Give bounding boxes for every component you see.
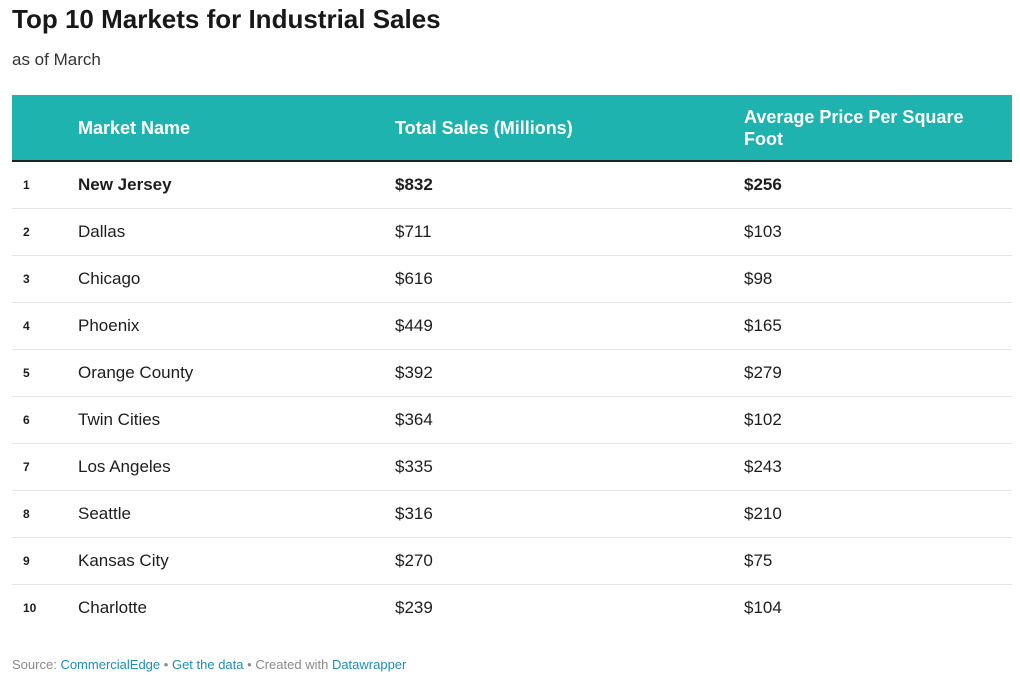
table-row: 4 Phoenix $449 $165 [12,302,1012,350]
market-name-cell: Twin Cities [78,396,395,444]
price-per-sqft-cell: $98 [744,255,1012,303]
table-header-row: Market Name Total Sales (Millions) Avera… [12,95,1012,162]
market-name-cell: Chicago [78,255,395,303]
total-sales-cell: $239 [395,597,433,617]
total-sales-cell: $316 [395,490,744,538]
market-name-cell: Charlotte [78,597,147,617]
footer-separator: • [247,657,252,672]
total-sales-cell: $449 [395,302,744,350]
datawrapper-link[interactable]: Datawrapper [331,657,407,672]
price-per-sqft-cell: $75 [744,537,1012,585]
chart-subtitle: as of March [12,50,101,69]
table-row: 5 Orange County $392 $279 [12,349,1012,397]
total-sales-cell: $392 [395,349,744,397]
chart-title: Top 10 Markets for Industrial Sales [12,4,441,34]
column-header-market-name[interactable]: Market Name [78,95,395,162]
footer-separator: • [163,657,169,672]
price-per-sqft-cell: $102 [744,396,1012,444]
market-name-cell: Dallas [78,208,395,256]
table-body: 1 New Jersey $832 $256 2 Dallas $711 $103 3 Chica… [12,161,1012,631]
price-per-sqft-cell: $210 [744,490,1012,538]
source-label: Source: [12,657,57,672]
market-name-cell: Phoenix [78,302,395,350]
rank-cell: 7 [12,443,78,491]
rank-cell: 2 [12,208,78,256]
total-sales-cell: $335 [395,443,744,491]
total-sales-cell: $711 [395,208,744,256]
price-per-sqft-cell: $104 [744,597,782,617]
rank-cell: 1 [12,161,78,209]
table-row: 6 Twin Cities $364 $102 [12,396,1012,444]
rank-cell: 6 [12,396,78,444]
chart-footer: Source: CommercialEdge • Get the data • … [12,657,406,672]
market-name-cell: Los Angeles [78,443,395,491]
market-name-cell: New Jersey [78,161,395,209]
price-per-sqft-cell: $279 [744,349,1012,397]
rank-cell: 5 [12,349,78,397]
column-header-average-price[interactable]: Average Price Per Square Foot [744,95,1012,162]
rank-cell: 3 [12,255,78,303]
column-header-rank[interactable] [12,95,78,162]
market-name-cell: Orange County [78,349,395,397]
total-sales-cell: $832 [395,161,744,209]
market-name-cell: Kansas City [78,537,395,585]
column-header-total-sales[interactable]: Total Sales (Millions) [395,95,744,162]
rank-cell: 10 [23,600,37,615]
price-per-sqft-cell: $256 [744,161,1012,209]
market-name-cell: Seattle [78,490,395,538]
table-row: 2 Dallas $711 $103 [12,208,1012,256]
price-per-sqft-cell: $243 [744,443,1012,491]
total-sales-cell: $364 [395,396,744,444]
table-row: 3 Chicago $616 $98 [12,255,1012,303]
total-sales-cell: $616 [395,255,744,303]
table-row: 1 New Jersey $832 $256 [12,161,1012,209]
rank-cell: 8 [12,490,78,538]
rank-cell: 9 [12,537,78,585]
table-row: 10 Charlotte $239 $104 [12,584,1012,631]
table-row: 9 Kansas City $270 $75 [12,537,1012,585]
total-sales-cell: $270 [395,537,744,585]
source-link[interactable]: CommercialEdge [60,657,161,672]
price-per-sqft-cell: $103 [744,208,1012,256]
table-row: 8 Seattle $316 $210 [12,490,1012,538]
get-the-data-link[interactable]: Get the data [171,657,244,672]
data-table: Market Name Total Sales (Millions) Avera… [12,95,1012,631]
created-with-label: Created with [255,657,329,672]
table-row: 7 Los Angeles $335 $243 [12,443,1012,491]
price-per-sqft-cell: $165 [744,302,1012,350]
rank-cell: 4 [12,302,78,350]
